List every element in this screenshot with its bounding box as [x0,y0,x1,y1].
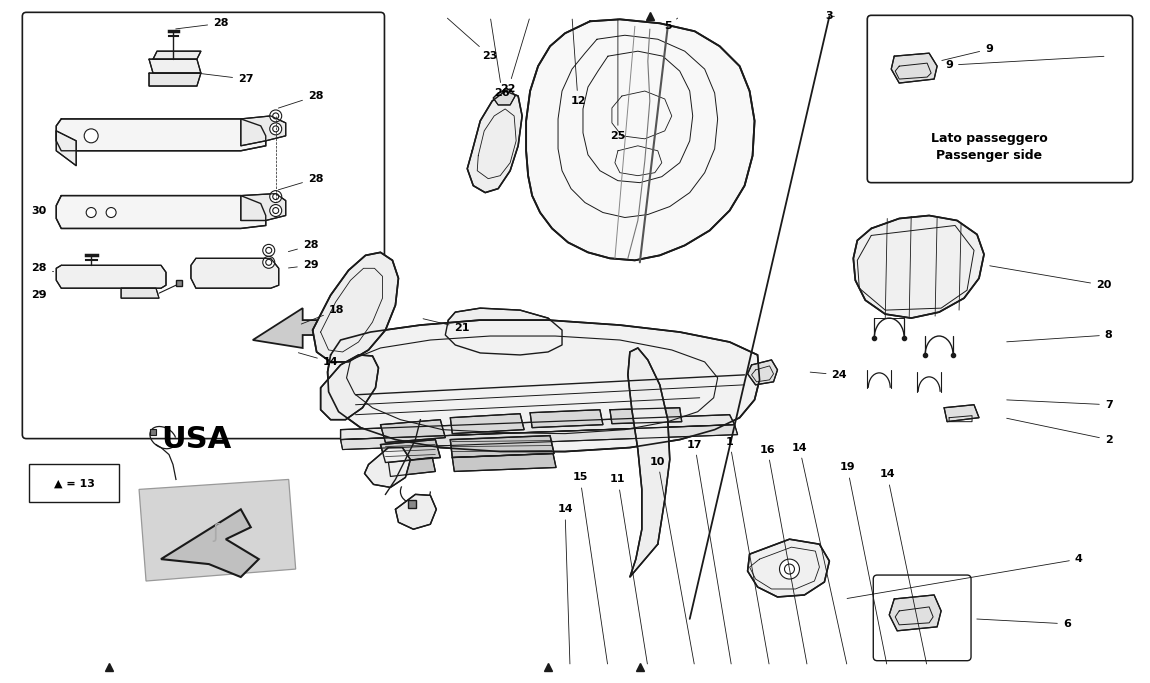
Polygon shape [365,447,411,488]
Polygon shape [56,265,166,288]
Polygon shape [530,410,603,428]
Polygon shape [191,258,278,288]
FancyBboxPatch shape [873,575,971,660]
Polygon shape [748,539,829,597]
FancyBboxPatch shape [22,12,384,438]
Text: 23: 23 [447,18,498,61]
Circle shape [86,208,97,217]
Text: 25: 25 [611,19,626,141]
FancyBboxPatch shape [867,15,1133,182]
Text: 29: 29 [289,260,319,270]
Polygon shape [56,195,266,228]
Polygon shape [853,216,984,318]
Text: 18: 18 [301,305,344,324]
Polygon shape [253,308,321,348]
Text: 28: 28 [278,91,323,108]
Polygon shape [161,510,259,577]
Polygon shape [340,425,737,449]
Circle shape [270,123,282,135]
Circle shape [262,256,275,268]
Polygon shape [451,436,554,458]
Circle shape [270,110,282,122]
Text: Lato passeggero: Lato passeggero [930,133,1048,145]
Polygon shape [396,494,436,529]
Polygon shape [610,408,682,423]
Text: 2: 2 [1006,418,1112,445]
Polygon shape [56,131,76,166]
Polygon shape [445,308,562,355]
Polygon shape [56,119,266,151]
Text: 27: 27 [200,74,253,84]
Circle shape [270,205,282,217]
Text: 6: 6 [976,619,1071,629]
Text: 14: 14 [791,443,846,664]
Text: 9: 9 [942,44,992,61]
Polygon shape [321,355,378,419]
Text: 28: 28 [176,18,229,29]
Polygon shape [748,360,777,385]
Text: 14: 14 [880,469,927,664]
Polygon shape [452,454,557,471]
Polygon shape [628,348,669,577]
Text: 16: 16 [760,445,807,664]
Text: 8: 8 [1006,330,1112,342]
Text: 19: 19 [840,462,887,664]
Text: 29: 29 [31,290,47,301]
Polygon shape [153,51,201,59]
Circle shape [262,245,275,256]
Text: 4: 4 [848,554,1082,598]
Text: 11: 11 [611,475,647,664]
Text: 22: 22 [500,19,529,94]
Polygon shape [150,73,201,86]
Circle shape [84,129,98,143]
Text: 28: 28 [31,264,54,273]
Circle shape [780,559,799,579]
Polygon shape [340,415,735,440]
Text: 26: 26 [491,19,509,98]
Text: ▲ = 13: ▲ = 13 [54,478,94,488]
Text: ʃ: ʃ [213,522,220,542]
Text: 12: 12 [570,19,585,106]
Text: 7: 7 [1006,400,1112,410]
Polygon shape [313,252,398,362]
Polygon shape [139,479,296,581]
Text: 14: 14 [558,504,573,664]
Polygon shape [381,440,440,462]
Text: 17: 17 [687,440,731,664]
Polygon shape [389,458,436,477]
Polygon shape [240,116,285,145]
Text: 5: 5 [664,18,677,31]
Polygon shape [150,59,201,73]
Circle shape [106,208,116,217]
Text: 3: 3 [826,12,835,21]
Text: 15: 15 [573,473,607,664]
Text: 1: 1 [726,436,769,664]
Circle shape [270,191,282,203]
Polygon shape [493,89,515,105]
Polygon shape [121,288,159,298]
Polygon shape [889,595,941,631]
Text: 24: 24 [811,370,848,380]
Polygon shape [328,320,759,451]
Text: 9: 9 [945,56,1104,70]
Polygon shape [467,91,522,193]
Text: 14: 14 [298,352,338,367]
Text: 28: 28 [278,173,323,190]
Text: 21: 21 [423,319,470,333]
Polygon shape [891,53,937,83]
Text: USA: USA [161,425,231,454]
Polygon shape [451,414,524,434]
Polygon shape [526,19,754,260]
Polygon shape [944,405,979,421]
Text: 10: 10 [650,456,695,664]
Text: Passenger side: Passenger side [936,150,1042,163]
Text: 28: 28 [289,240,319,251]
Text: 30: 30 [32,206,47,216]
FancyBboxPatch shape [29,464,120,502]
Polygon shape [240,193,285,221]
Polygon shape [381,419,445,443]
Text: 20: 20 [990,266,1111,290]
